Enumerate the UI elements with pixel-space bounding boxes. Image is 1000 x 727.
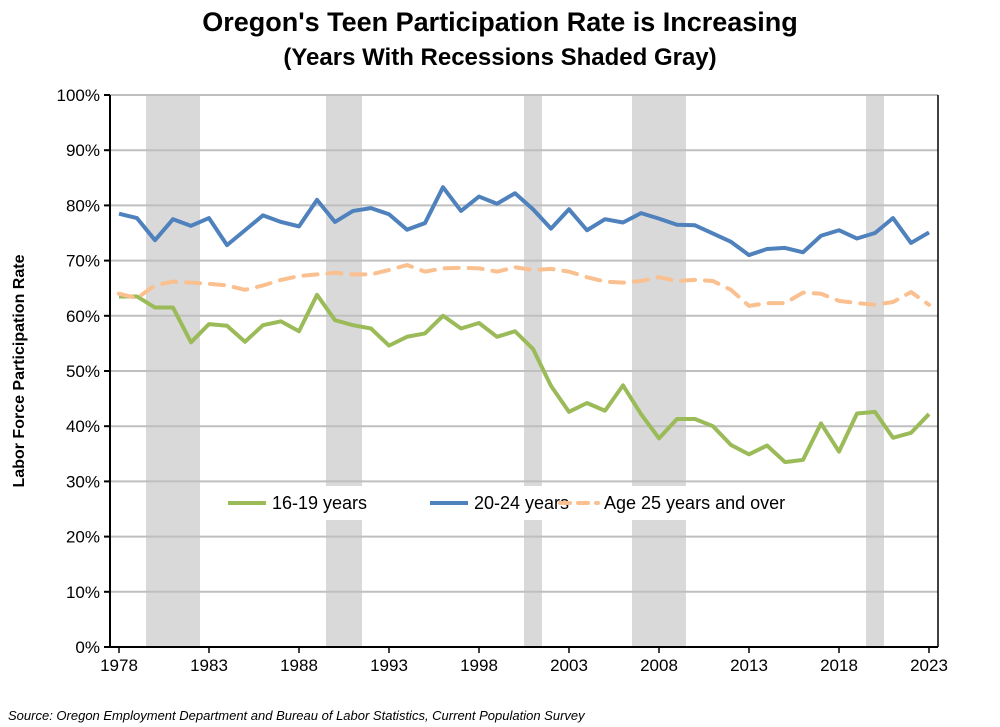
x-tick-label: 1978 [100,656,138,675]
chart-subtitle: (Years With Recessions Shaded Gray) [283,44,716,71]
series-line-0 [119,292,931,465]
source-note: Source: Oregon Employment Department and… [8,708,586,723]
legend-label: Age 25 years and over [604,493,785,513]
y-tick-label: 20% [66,528,100,547]
series-line-1 [118,185,931,258]
y-tick-label: 80% [66,196,100,215]
y-tick-label: 0% [75,638,100,657]
x-tick-label: 2003 [550,656,588,675]
legend-label: 20-24 years [474,493,569,513]
x-tick-label: 1998 [460,656,498,675]
x-tick-label: 1983 [190,656,228,675]
x-tick-label: 2008 [640,656,678,675]
y-tick-label: 50% [66,362,100,381]
legend-label: 16-19 years [272,493,367,513]
x-tick-label: 2018 [820,656,858,675]
legend-box [215,486,805,520]
y-tick-label: 60% [66,307,100,326]
y-axis-label: Labor Force Participation Rate [11,254,28,487]
y-tick-label: 70% [66,252,100,271]
series-line-2 [117,263,931,308]
y-tick-label: 10% [66,583,100,602]
y-tick-label: 100% [57,86,100,105]
x-tick-label: 2023 [910,656,948,675]
x-tick-label: 1988 [280,656,318,675]
y-tick-label: 40% [66,417,100,436]
x-tick-label: 2013 [730,656,768,675]
y-tick-label: 30% [66,472,100,491]
y-tick-label: 90% [66,141,100,160]
x-tick-label: 1993 [370,656,408,675]
chart-title: Oregon's Teen Participation Rate is Incr… [202,7,798,37]
